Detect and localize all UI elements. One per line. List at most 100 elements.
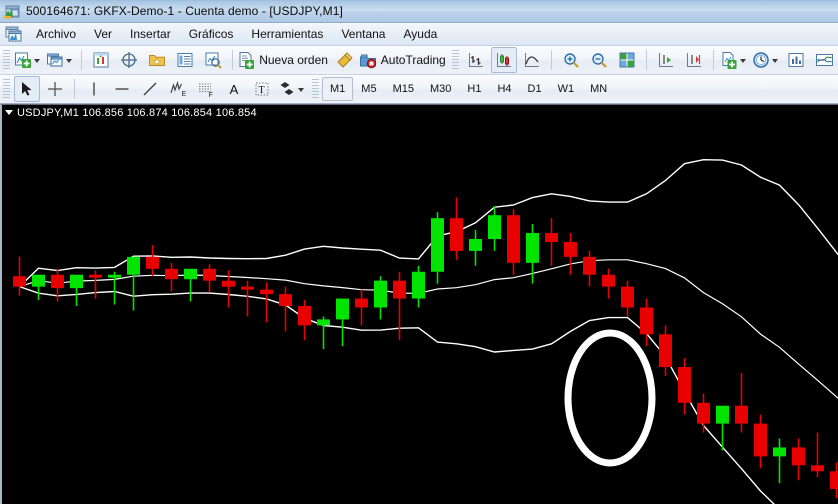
periods-caret[interactable] [771,59,778,63]
cursor-button[interactable] [14,76,40,102]
horizontal-line-button[interactable] [109,76,135,102]
text-label-button[interactable]: T [249,76,275,102]
chart-area[interactable]: USDJPY,M1 106.856 106.874 106.854 106.85… [0,104,838,504]
charts-list-button[interactable] [811,47,837,73]
indicators-button[interactable] [783,47,809,73]
charts-list-icon [815,51,834,69]
standard-toolbar: Nueva orden AutoTrading [0,46,838,75]
menu-graficos[interactable]: Gráficos [188,27,234,41]
strategy-tester-button[interactable] [200,47,226,73]
data-window-button[interactable] [116,47,142,73]
trendline-button[interactable] [137,76,163,102]
timeframe-m1[interactable]: M1 [322,77,354,101]
trendline-icon [141,80,159,98]
svg-text:F: F [209,92,213,98]
autotrading-button[interactable]: AutoTrading [359,47,448,73]
menu-ventana[interactable]: Ventana [341,27,386,41]
zoom-out-icon [590,51,608,69]
data-window-icon [120,51,138,69]
clock-period-icon [752,51,770,69]
candlestick-chart-button[interactable] [491,47,518,73]
metaeditor-button[interactable] [332,47,358,73]
toolbar-separator [74,79,75,99]
toolbar-separator [713,50,715,70]
market-watch-button[interactable] [88,47,114,73]
app-icon [4,4,20,19]
svg-text:T: T [259,85,265,96]
menu-insertar[interactable]: Insertar [130,27,171,41]
auto-scroll-button[interactable] [653,47,679,73]
shapes-button[interactable] [277,76,308,102]
tile-windows-icon [618,51,636,69]
zoom-out-button[interactable] [586,47,612,73]
profiles-button[interactable] [45,47,74,73]
zoom-in-button[interactable] [558,47,584,73]
new-order-button[interactable]: Nueva orden [239,47,330,73]
timeframe-m5[interactable]: M5 [361,83,377,95]
chevron-down-icon[interactable] [5,110,13,115]
toolbar-grip[interactable] [312,79,319,99]
templates-caret[interactable] [740,59,747,63]
navigator-button[interactable] [144,47,170,73]
timeframe-m30[interactable]: M30 [429,83,452,95]
timeframe-h1[interactable]: H1 [467,83,482,95]
window-title: 500164671: GKFX-Demo-1 - Cuenta demo - [… [26,4,343,18]
svg-text:E: E [182,91,187,98]
new-order-label: Nueva orden [259,53,328,67]
toolbar-grip[interactable] [3,79,10,99]
timeframe-mn[interactable]: MN [590,83,608,95]
chart-shift-button[interactable] [681,47,707,73]
candlestick-chart[interactable] [2,105,838,504]
menu-bar: Archivo Ver Insertar Gráficos Herramient… [0,23,838,46]
toolbar-separator [80,50,82,70]
chart-shift-icon [685,51,703,69]
new-chart-icon [14,51,32,69]
toolbar-grip[interactable] [452,50,460,70]
toolbar-grip[interactable] [3,50,10,70]
terminal-icon [176,51,194,69]
menu-ver[interactable]: Ver [94,27,113,41]
toolbar-separator [646,50,648,70]
terminal-button[interactable] [172,47,198,73]
navigator-folder-icon [148,51,166,69]
horizontal-line-icon [113,80,131,98]
new-chart-caret[interactable] [34,59,41,63]
text-label-icon: T [253,80,271,98]
timeframe-w1[interactable]: W1 [557,83,575,95]
profiles-caret[interactable] [65,59,72,63]
tile-windows-button[interactable] [614,47,640,73]
template-add-icon [720,51,738,69]
periods-button[interactable] [752,47,781,73]
timeframe-h4[interactable]: H4 [497,83,512,95]
timeframe-d1[interactable]: D1 [527,83,542,95]
title-bar: 500164671: GKFX-Demo-1 - Cuenta demo - [… [0,0,838,23]
vertical-line-icon [85,80,103,98]
autotrading-label: AutoTrading [380,53,446,67]
text-button[interactable]: A [221,76,247,102]
fibonacci-icon: F [197,80,215,98]
crosshair-button[interactable] [42,76,68,102]
fibonacci-button[interactable]: F [193,76,219,102]
shapes-caret[interactable] [298,88,304,92]
line-chart-icon [523,51,541,69]
menu-ayuda[interactable]: Ayuda [403,27,438,41]
menu-archivo[interactable]: Archivo [36,27,77,41]
vertical-line-button[interactable] [81,76,107,102]
elliott-wave-button[interactable]: E [165,76,191,102]
templates-button[interactable] [720,47,749,73]
child-window-icon[interactable] [5,26,22,42]
zoom-in-icon [562,51,580,69]
line-studies-toolbar: E F A [0,75,838,104]
indicators-icon [787,51,805,69]
toolbar-separator [551,50,553,70]
line-chart-button[interactable] [519,47,545,73]
bar-chart-button[interactable] [463,47,489,73]
bar-chart-icon [467,51,485,69]
metaeditor-icon [336,51,354,69]
crosshair-icon [46,80,64,98]
strategy-tester-icon [204,51,222,69]
new-chart-button[interactable] [14,47,43,73]
menu-herramientas[interactable]: Herramientas [251,27,324,41]
timeframe-m15[interactable]: M15 [392,83,414,95]
chart-symbol-label: USDJPY,M1 106.856 106.874 106.854 106.85… [17,106,257,119]
